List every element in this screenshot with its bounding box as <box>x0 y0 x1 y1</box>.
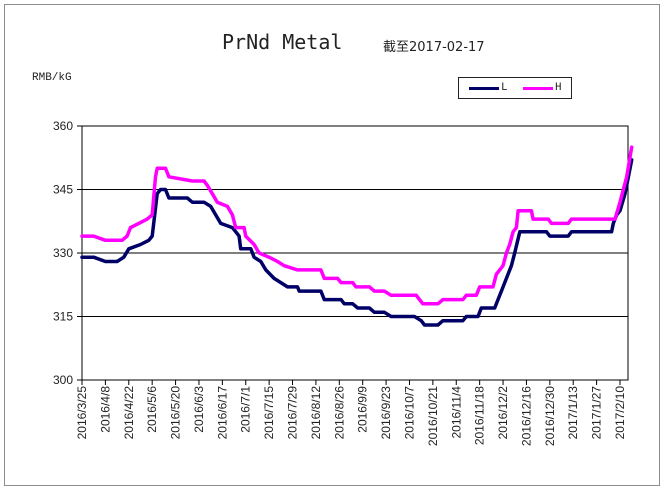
x-tick-label-1: 2016/4/8 <box>98 386 112 433</box>
chart-title: PrNd Metal <box>222 30 343 54</box>
x-tick-label-4: 2016/5/20 <box>169 386 183 440</box>
x-tick-label-5: 2016/6/3 <box>192 386 206 433</box>
x-tick-label-17: 2016/11/18 <box>473 386 487 445</box>
x-tick-label-21: 2017/1/13 <box>566 386 580 440</box>
x-tick-label-15: 2016/10/21 <box>426 386 440 446</box>
x-tick-label-7: 2016/7/1 <box>239 386 253 433</box>
legend-item-l: L <box>469 80 508 96</box>
x-tick-label-8: 2016/7/15 <box>262 386 276 440</box>
x-tick-label-11: 2016/8/26 <box>332 386 346 440</box>
chart-subtitle: 截至2017-02-17 <box>383 40 485 55</box>
y-tick-label-4: 360 <box>53 119 73 133</box>
legend-item-h: H <box>523 80 562 96</box>
x-tick-label-18: 2016/12/2 <box>496 386 510 440</box>
series-line-l <box>80 158 634 327</box>
x-tick-label-0: 2016/3/25 <box>75 386 89 440</box>
legend-label-h: H <box>555 82 562 94</box>
y-tick-label-2: 330 <box>53 246 73 260</box>
y-tick-label-3: 345 <box>53 183 73 197</box>
x-tick-label-12: 2016/9/9 <box>356 386 370 433</box>
x-tick-label-19: 2016/12/16 <box>519 386 533 446</box>
x-tick-label-2: 2016/4/22 <box>122 386 136 440</box>
legend-label-l: L <box>501 82 508 94</box>
x-tick-label-9: 2016/7/29 <box>286 386 300 440</box>
x-tick-label-6: 2016/6/17 <box>215 386 229 440</box>
y-tick-label-1: 315 <box>53 310 73 324</box>
plot-border <box>81 125 629 381</box>
x-tick-label-23: 2017/2/10 <box>613 386 627 440</box>
x-tick-label-16: 2016/11/4 <box>449 386 463 439</box>
y-tick-label-0: 300 <box>53 373 73 387</box>
x-tick-label-22: 2017/1/27 <box>590 386 604 440</box>
x-tick-label-13: 2016/9/23 <box>379 386 393 440</box>
legend-swatch-l <box>469 86 499 90</box>
x-tick-label-20: 2016/12/30 <box>543 386 557 446</box>
x-tick-label-14: 2016/10/7 <box>402 386 416 440</box>
series-line-h <box>80 145 634 306</box>
legend: L H <box>458 77 572 99</box>
y-axis-unit-label: RMB/kG <box>32 72 72 84</box>
x-tick-label-3: 2016/5/6 <box>145 386 159 433</box>
legend-swatch-h <box>523 86 553 90</box>
x-tick-label-10: 2016/8/12 <box>309 386 323 440</box>
